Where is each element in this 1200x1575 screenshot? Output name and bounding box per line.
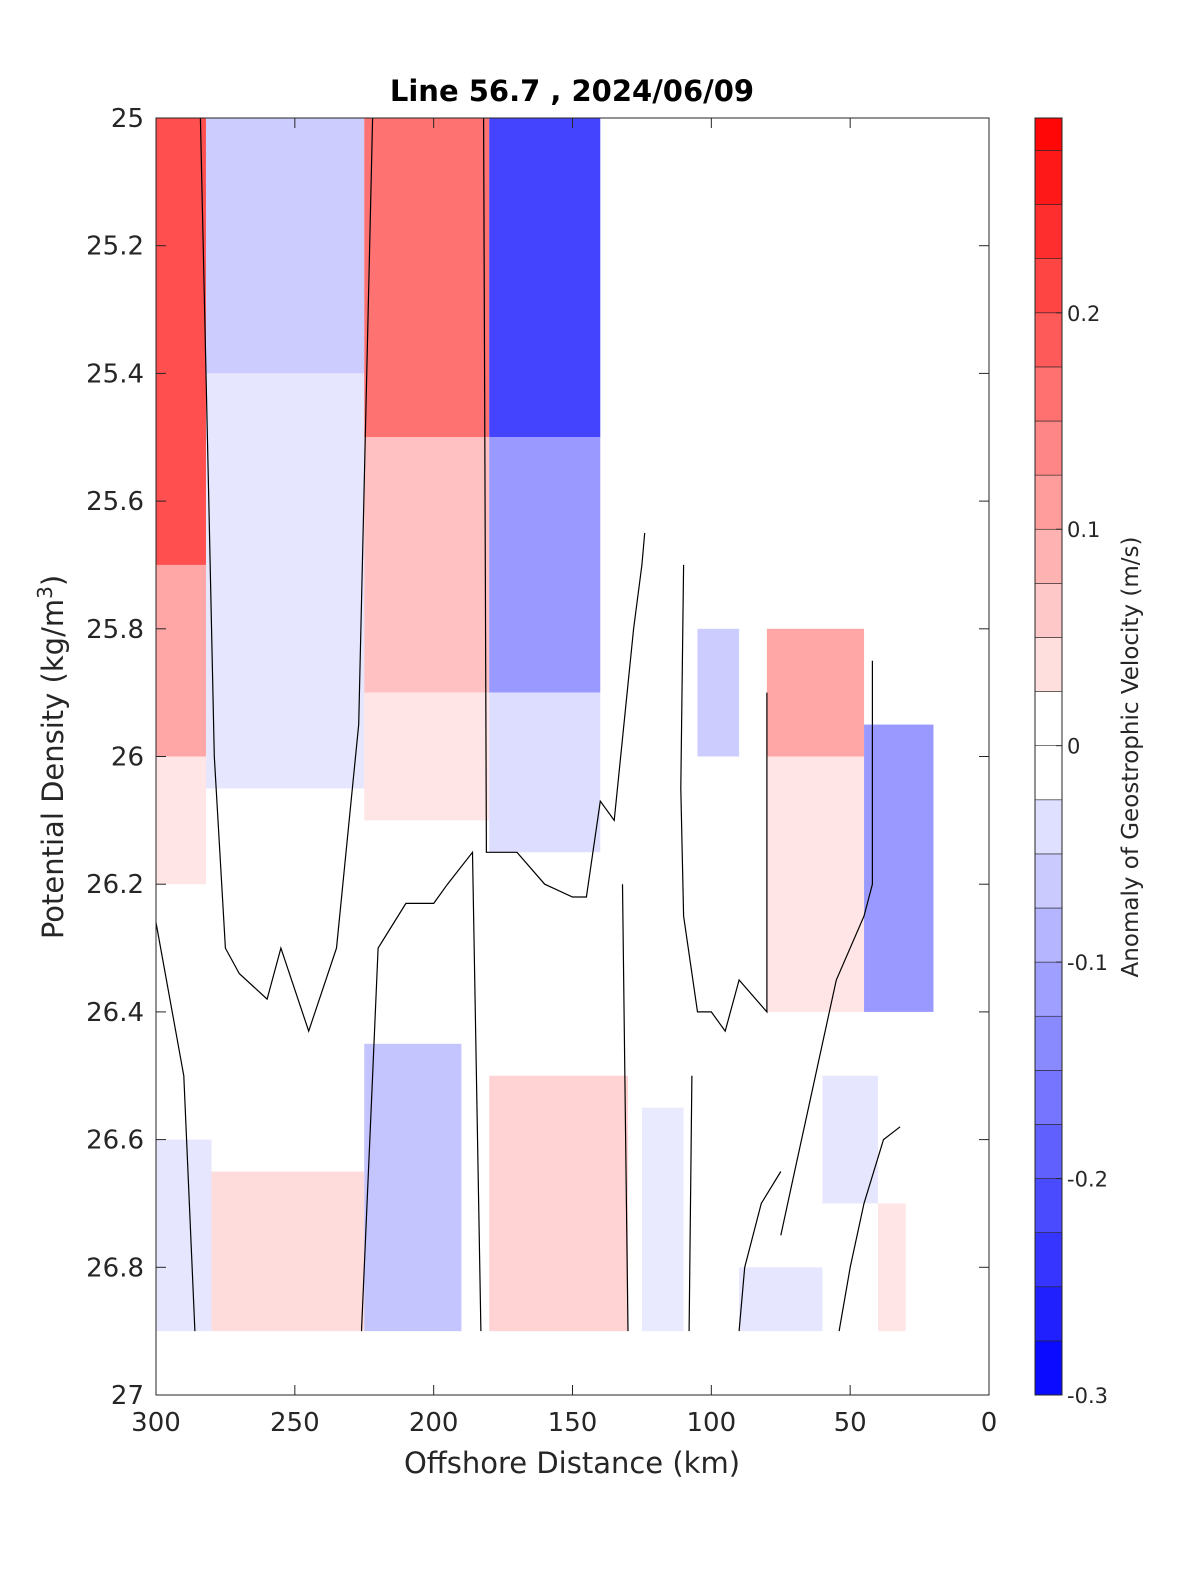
colorbar-swatch xyxy=(1034,583,1063,638)
colorbar-swatch xyxy=(1034,312,1063,368)
zero-contour-line xyxy=(838,1126,901,1332)
y-tick-label: 25.8 xyxy=(86,615,144,645)
colorbar-frame xyxy=(1034,117,1063,1396)
colorbar-tick-label: 0.2 xyxy=(1067,302,1100,326)
colorbar-tick-label: -0.3 xyxy=(1067,1384,1108,1408)
velocity-cell xyxy=(766,756,865,1012)
y-tick-label: 26.6 xyxy=(86,1126,144,1156)
colorbar-swatch xyxy=(1034,853,1063,909)
velocity-cell xyxy=(205,373,365,789)
y-tick-label: 25.4 xyxy=(86,359,144,389)
velocity-cell xyxy=(364,1043,462,1332)
velocity-cell xyxy=(156,564,206,757)
x-tick-label: 200 xyxy=(409,1408,459,1438)
plot-area: 300 250 200 150 100 50 0 2525.225.425.625.8262… xyxy=(86,104,997,1438)
y-tick-label: 25.6 xyxy=(86,487,144,517)
colorbar-swatch xyxy=(1034,637,1063,692)
colorbar-swatch xyxy=(1034,117,1063,151)
velocity-cell xyxy=(877,1203,906,1332)
y-tick-label: 27 xyxy=(111,1381,144,1411)
y-tick-label: 25 xyxy=(111,104,144,134)
y-tick-label: 26 xyxy=(111,743,144,773)
velocity-cell xyxy=(211,1171,365,1332)
y-axis-title: Potential Density (kg/m3) xyxy=(33,575,70,939)
colorbar-swatch xyxy=(1034,1232,1063,1288)
colorbar-swatch xyxy=(1034,907,1063,963)
colorbar-swatch xyxy=(1034,961,1063,1017)
velocity-cell xyxy=(489,118,601,438)
colorbar-swatch xyxy=(1034,1124,1063,1179)
velocity-cell xyxy=(864,724,934,1012)
zero-contour-line xyxy=(688,1075,693,1332)
colorbar-swatch xyxy=(1034,1178,1063,1233)
velocity-cell xyxy=(697,628,740,757)
y-tick-label: 26.4 xyxy=(86,998,144,1028)
zero-velocity-contours xyxy=(155,117,901,1332)
x-tick-label: 0 xyxy=(981,1408,998,1438)
colorbar-tick-label: 0 xyxy=(1067,735,1080,759)
colorbar-swatch xyxy=(1034,366,1063,422)
velocity-cell xyxy=(156,756,206,885)
zero-contour-line xyxy=(360,850,482,1332)
velocity-cell xyxy=(364,437,490,693)
colorbar-ticks: -0.3 -0.2 -0.1 0 0.1 0.2 xyxy=(1056,302,1108,1408)
x-axis-title: Offshore Distance (km) xyxy=(404,1446,740,1480)
velocity-cell xyxy=(364,692,490,821)
y-axis-title-main: Potential Density (kg/m xyxy=(36,599,70,939)
y-tick-label: 26.8 xyxy=(86,1253,144,1283)
colorbar-swatch xyxy=(1034,745,1063,801)
colorbar-tick-label: -0.1 xyxy=(1067,951,1108,975)
colorbar-swatch xyxy=(1034,474,1063,530)
colorbar-swatch xyxy=(1034,528,1063,584)
colorbar-swatch xyxy=(1034,691,1063,746)
colorbar-swatches xyxy=(1034,117,1063,1396)
y-axis-ticks: 25 25.2 25.4 25.6 25.8 26 26.2 26.4 26.6 26.8 27 xyxy=(86,104,989,1411)
velocity-cell xyxy=(739,1267,823,1332)
colorbar-swatch xyxy=(1034,799,1063,855)
colorbar-swatch xyxy=(1034,1286,1063,1342)
colorbar: -0.3 -0.2 -0.1 0 0.1 0.2 xyxy=(1034,117,1108,1408)
colorbar-title: Anomaly of Geostrophic Velocity (m/s) xyxy=(1118,537,1144,978)
colorbar-swatch xyxy=(1034,1015,1063,1071)
zero-contour-line xyxy=(483,117,646,898)
velocity-cell xyxy=(205,118,365,374)
x-axis-ticks: 300 250 200 150 100 50 0 xyxy=(131,118,997,1438)
colorbar-swatch xyxy=(1034,258,1063,314)
zero-contour-line xyxy=(199,117,374,1033)
zero-contour-line xyxy=(621,884,629,1332)
colorbar-swatch xyxy=(1034,204,1063,259)
velocity-cell xyxy=(822,1075,878,1204)
velocity-cell xyxy=(489,1075,629,1332)
zero-contour-line xyxy=(738,1171,782,1332)
y-axis-title-superscript: 3 xyxy=(33,586,57,599)
zero-contour-line xyxy=(780,660,874,1236)
y-tick-label: 25.2 xyxy=(86,232,144,262)
velocity-contour-fills xyxy=(156,118,934,1332)
velocity-cell xyxy=(641,1107,684,1332)
colorbar-tick-label: 0.1 xyxy=(1067,518,1100,542)
x-tick-label: 150 xyxy=(548,1408,598,1438)
colorbar-swatch xyxy=(1034,1070,1063,1125)
x-tick-label: 300 xyxy=(131,1408,181,1438)
velocity-cell xyxy=(364,118,490,438)
colorbar-swatch xyxy=(1034,150,1063,205)
x-tick-label: 250 xyxy=(270,1408,320,1438)
y-axis-title-close: ) xyxy=(36,575,70,586)
velocity-cell xyxy=(766,628,865,757)
velocity-cell xyxy=(489,692,601,853)
chart-title: Line 56.7 , 2024/06/09 xyxy=(390,74,754,108)
velocity-cell xyxy=(489,437,601,693)
x-tick-label: 50 xyxy=(834,1408,867,1438)
zero-contour-line xyxy=(155,922,196,1332)
x-tick-label: 100 xyxy=(687,1408,737,1438)
y-tick-label: 26.2 xyxy=(86,870,144,900)
colorbar-swatch xyxy=(1034,1340,1063,1396)
colorbar-tick-label: -0.2 xyxy=(1067,1168,1108,1192)
velocity-cell xyxy=(156,1139,212,1332)
zero-contour-line xyxy=(680,564,768,1033)
colorbar-swatch xyxy=(1034,420,1063,476)
velocity-cell xyxy=(156,118,206,565)
